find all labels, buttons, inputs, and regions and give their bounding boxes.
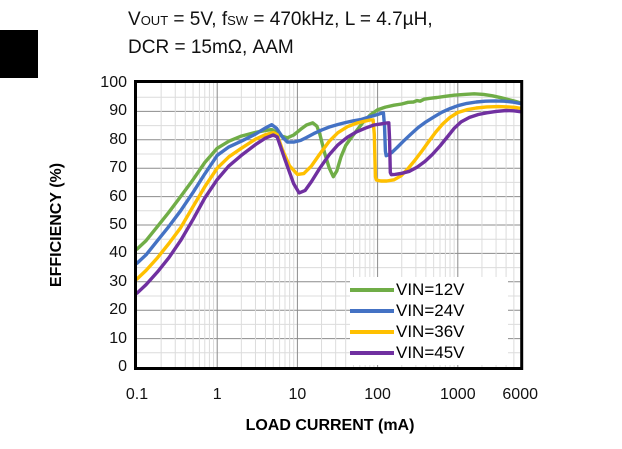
title-rest: = 470kHz, L = 4.7µH, bbox=[248, 9, 433, 30]
series-line-vin=24v bbox=[135, 99, 522, 265]
y-tick-label-0: 0 bbox=[118, 358, 127, 375]
legend-item-vin45: VIN=45V bbox=[350, 342, 508, 363]
legend-label-vin45: VIN=45V bbox=[396, 343, 465, 362]
series-line-vin=12v bbox=[135, 92, 522, 251]
chart-title-line1: VOUT = 5V, fSW = 470kHz, L = 4.7µH, bbox=[128, 6, 433, 34]
x-axis-title: LOAD CURRENT (mA) bbox=[245, 417, 415, 434]
x-tick-label-0.1: 0.1 bbox=[125, 386, 149, 403]
x-tick-label-100: 100 bbox=[364, 386, 391, 403]
legend-swatch-vin45 bbox=[350, 350, 394, 355]
title-mid: = 5V, f bbox=[168, 9, 228, 30]
legend-item-vin24: VIN=24V bbox=[350, 300, 508, 321]
y-tick-label-10: 10 bbox=[109, 329, 127, 347]
y-tick-label-80: 80 bbox=[109, 130, 127, 148]
y-tick-label-90: 90 bbox=[109, 102, 127, 120]
plot-border bbox=[134, 80, 524, 370]
x-tick-label-1: 1 bbox=[212, 386, 222, 403]
legend-item-vin12: VIN=12V bbox=[350, 279, 508, 300]
page-section-marker bbox=[0, 30, 38, 78]
legend-swatch-vin24 bbox=[350, 308, 394, 313]
title-fsw-subscript: SW bbox=[227, 13, 249, 28]
y-tick-label-20: 20 bbox=[109, 301, 127, 319]
title-vout-subscript: OUT bbox=[140, 13, 169, 28]
series-line-vin=45v bbox=[135, 108, 522, 295]
y-tick-label-40: 40 bbox=[109, 244, 127, 262]
x-tick-label-10: 10 bbox=[288, 386, 307, 403]
x-tick-label-1000: 1000 bbox=[440, 386, 476, 403]
x-tick-label-6000: 6000 bbox=[502, 386, 538, 403]
title-v: V bbox=[128, 9, 141, 30]
legend-label-vin36: VIN=36V bbox=[396, 322, 465, 341]
legend-item-vin36: VIN=36V bbox=[350, 321, 508, 342]
legend-swatch-vin12 bbox=[350, 287, 394, 292]
legend: VIN=12V VIN=24V VIN=36V VIN=45V bbox=[350, 277, 508, 365]
legend-label-vin24: VIN=24V bbox=[396, 301, 465, 320]
legend-label-vin12: VIN=12V bbox=[396, 280, 465, 299]
y-tick-label-60: 60 bbox=[109, 187, 127, 205]
legend-swatch-vin36 bbox=[350, 329, 394, 334]
chart-title-line2: DCR = 15mΩ, AAM bbox=[128, 37, 294, 58]
y-tick-label-50: 50 bbox=[109, 216, 127, 233]
y-tick-label-30: 30 bbox=[109, 272, 127, 290]
y-tick-label-100: 100 bbox=[100, 74, 127, 91]
chart-title: VOUT = 5V, fSW = 470kHz, L = 4.7µH, DCR … bbox=[128, 6, 433, 61]
y-tick-label-70: 70 bbox=[109, 159, 127, 177]
series-line-vin=36v bbox=[135, 104, 522, 281]
